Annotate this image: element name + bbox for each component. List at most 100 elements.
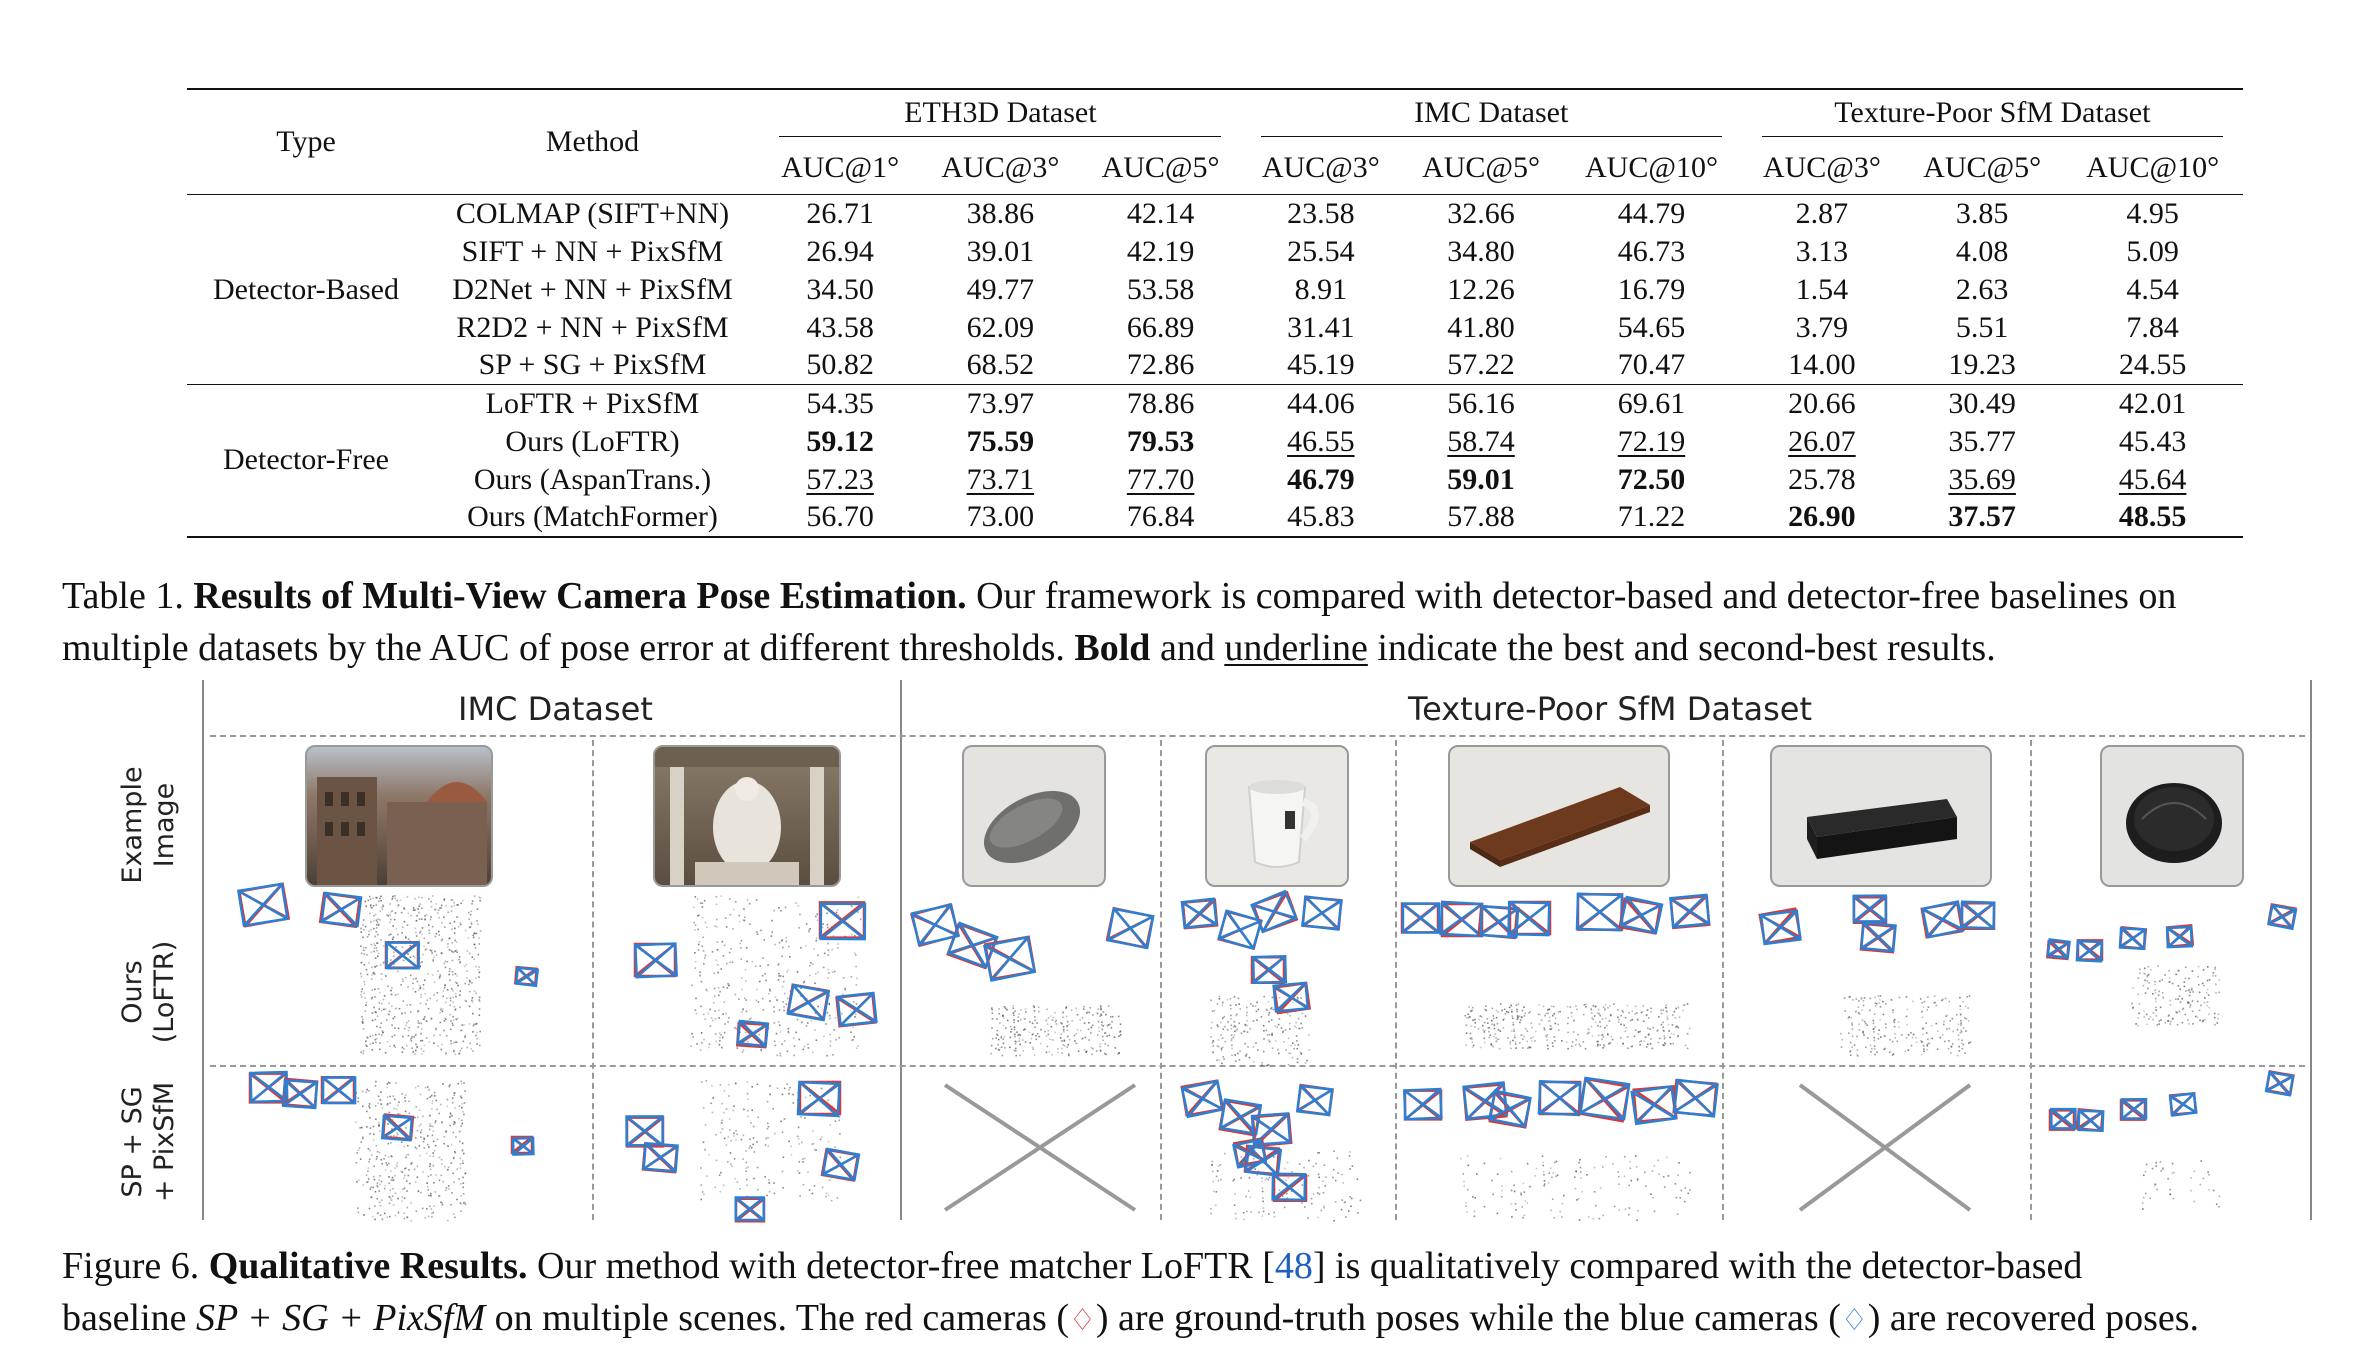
value-text: 58.74 xyxy=(1447,424,1515,458)
value-cell: 34.80 xyxy=(1401,233,1561,271)
table-caption: Table 1. Results of Multi-View Camera Po… xyxy=(62,570,2372,674)
caption-title: Qualitative Results. xyxy=(208,1245,528,1287)
figure-col-divider xyxy=(1160,740,1162,1220)
type-cell: Detector-Based xyxy=(213,272,399,306)
table-row: Detector-Free LoFTR + PixSfM 54.35 73.97 78.… xyxy=(187,384,2243,476)
pred-camera xyxy=(2075,939,2104,963)
method-cell: R2D2 + NN + PixSfM xyxy=(456,310,729,344)
value-text: 42.19 xyxy=(1126,234,1195,268)
value-text: 59.12 xyxy=(806,424,874,458)
figure-divider xyxy=(900,680,902,1220)
value-cell: 44.06 xyxy=(1241,385,1401,423)
value-text: 12.26 xyxy=(1447,272,1515,306)
example-image-lincoln-memorial xyxy=(653,745,841,887)
value-text: 54.65 xyxy=(1617,310,1686,344)
value-cell: 41.80 xyxy=(1401,309,1561,347)
value-text: 35.77 xyxy=(1948,424,2016,458)
value-text: 42.01 xyxy=(2118,386,2187,420)
value-cell: 73.71 xyxy=(920,461,1080,499)
camera-poses-plot xyxy=(236,882,2298,1223)
value-text: 69.61 xyxy=(1617,386,1686,420)
pred-camera xyxy=(1537,1079,1582,1117)
value-cell: 8.91 xyxy=(1241,271,1401,309)
value-text: 46.55 xyxy=(1287,424,1355,458)
value-cell: 3.85 xyxy=(1902,195,2062,233)
value-text: 16.79 xyxy=(1617,272,1686,306)
value-text: 73.00 xyxy=(966,500,1035,533)
value-cell: 45.64 xyxy=(2062,461,2243,499)
metric-header: AUC@10° xyxy=(2086,151,2220,184)
point-cloud xyxy=(1840,995,1972,1057)
value-cell: 73.97 xyxy=(920,385,1080,423)
method-cell: Ours (LoFTR) xyxy=(505,424,680,458)
pred-camera xyxy=(2264,1070,2295,1097)
value-cell: 76.84 xyxy=(1080,499,1240,537)
method-cell: COLMAP (SIFT+NN) xyxy=(455,196,730,230)
caption-text: Our method with detector-free matcher Lo… xyxy=(527,1245,1275,1287)
value-text: 44.79 xyxy=(1617,196,1686,230)
value-text: 57.88 xyxy=(1447,500,1515,533)
pred-camera xyxy=(249,1070,289,1104)
pred-camera xyxy=(1960,900,1996,930)
value-text: 19.23 xyxy=(1948,348,2016,382)
pred-camera xyxy=(1507,900,1551,937)
pred-camera xyxy=(1401,902,1441,934)
failed-reconstruction-cross-icon xyxy=(943,1083,1137,1212)
value-cell: 58.74 xyxy=(1401,423,1561,461)
value-cell: 72.86 xyxy=(1080,347,1240,385)
figure-row-divider xyxy=(210,1065,2305,1067)
value-text: 3.85 xyxy=(1955,196,2009,230)
figure-col-divider xyxy=(1395,740,1397,1220)
table-row: SIFT + NN + PixSfM 26.94 39.01 42.19 25.54 34… xyxy=(187,233,2243,271)
value-cell: 32.66 xyxy=(1401,195,1561,233)
value-text: 46.73 xyxy=(1617,234,1686,268)
pred-camera xyxy=(946,921,999,969)
value-text: 66.89 xyxy=(1126,310,1195,344)
value-cell: 79.53 xyxy=(1080,423,1240,461)
value-text: 5.51 xyxy=(1955,310,2009,344)
example-image-mug xyxy=(1205,745,1349,887)
caption-text: baseline xyxy=(62,1297,197,1339)
pred-camera xyxy=(514,966,540,988)
metric-header: AUC@5° xyxy=(1422,151,1541,184)
value-text: 59.01 xyxy=(1447,462,1515,496)
value-text: 48.55 xyxy=(2118,500,2187,533)
pred-camera xyxy=(1759,909,1802,946)
pred-camera xyxy=(983,935,1037,982)
method-cell: SIFT + NN + PixSfM xyxy=(461,234,724,268)
value-text: 49.77 xyxy=(966,272,1035,306)
value-cell: 1.54 xyxy=(1742,271,1902,309)
value-cell: 45.83 xyxy=(1241,499,1401,537)
value-cell: 62.09 xyxy=(920,309,1080,347)
value-cell: 46.73 xyxy=(1561,233,1742,271)
value-cell: 42.01 xyxy=(2062,385,2243,423)
value-cell: 25.78 xyxy=(1742,461,1902,499)
figure-caption: Figure 6. Qualitative Results. Our metho… xyxy=(62,1240,2372,1347)
value-cell: 66.89 xyxy=(1080,309,1240,347)
pred-camera xyxy=(1579,1076,1631,1121)
pred-camera xyxy=(1487,1089,1532,1128)
value-cell: 72.19 xyxy=(1561,423,1742,461)
value-cell: 49.77 xyxy=(920,271,1080,309)
value-cell: 4.95 xyxy=(2062,195,2243,233)
value-cell: 46.79 xyxy=(1241,461,1401,499)
value-text: 45.64 xyxy=(2118,462,2187,496)
pred-camera xyxy=(321,1076,357,1105)
value-cell: 46.55 xyxy=(1241,423,1401,461)
value-text: 24.55 xyxy=(2118,348,2187,382)
pred-camera xyxy=(1852,894,1888,923)
value-cell: 34.50 xyxy=(760,271,920,309)
value-text: 3.79 xyxy=(1795,310,1849,344)
value-text: 57.22 xyxy=(1447,348,1515,382)
pred-camera xyxy=(1106,907,1155,950)
pred-camera xyxy=(796,1080,841,1118)
pred-camera xyxy=(380,1114,414,1142)
caption-prefix: Figure 6. xyxy=(62,1245,200,1287)
value-cell: 16.79 xyxy=(1561,271,1742,309)
citation-link[interactable]: 48 xyxy=(1274,1245,1313,1287)
value-text: 45.83 xyxy=(1287,500,1355,533)
pred-camera xyxy=(1232,1138,1268,1169)
example-image-black-box xyxy=(1770,745,1992,887)
method-cell: LoFTR + PixSfM xyxy=(485,386,700,420)
value-text: 57.23 xyxy=(806,462,874,496)
